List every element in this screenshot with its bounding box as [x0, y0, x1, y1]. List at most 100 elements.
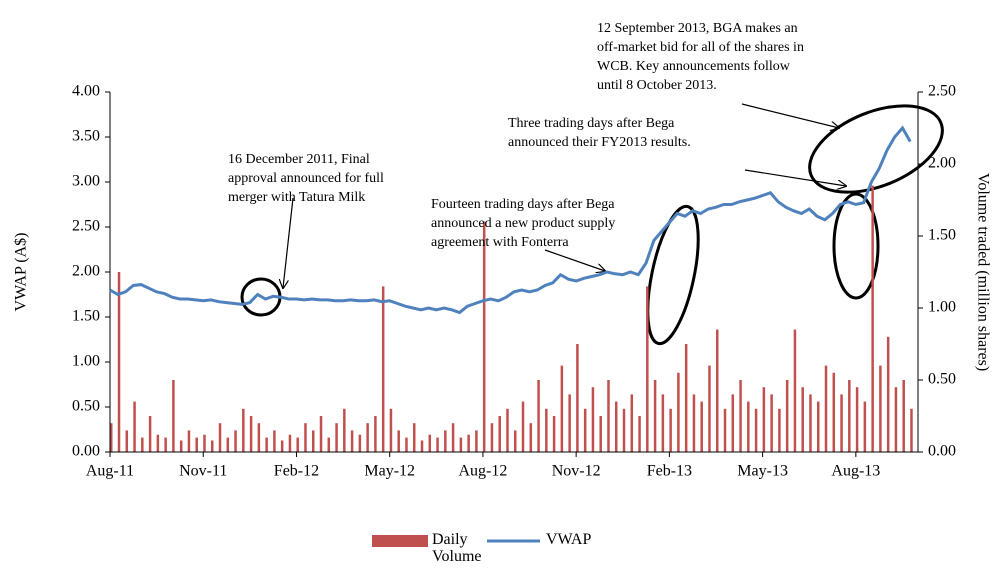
y2-axis-label: Volume traded (million shares)	[974, 173, 991, 371]
bar	[273, 430, 276, 452]
bar	[809, 394, 812, 452]
annotation: WCB. Key announcements follow	[597, 59, 791, 74]
bar	[677, 372, 680, 452]
bar	[498, 416, 501, 452]
y2-tick-label: 1.50	[928, 227, 956, 244]
bar	[125, 430, 129, 452]
bar	[288, 434, 292, 452]
highlights	[240, 104, 944, 346]
highlight-circle	[808, 104, 944, 194]
bar	[529, 423, 533, 452]
bar	[304, 423, 307, 452]
bar	[607, 380, 610, 452]
annotation: until 8 October 2013.	[597, 78, 717, 93]
bar	[832, 372, 836, 452]
annotation: 12 September 2013, BGA makes an	[597, 21, 798, 36]
bar	[187, 430, 191, 452]
bar	[747, 401, 750, 452]
bar	[265, 437, 268, 452]
bar	[537, 380, 540, 452]
bar	[319, 416, 323, 452]
bar	[793, 329, 797, 452]
bar	[801, 387, 804, 452]
bar	[754, 408, 758, 452]
bar	[817, 401, 820, 452]
bar	[622, 408, 626, 452]
y2-tick-label: 2.50	[928, 83, 956, 100]
bar	[242, 408, 245, 452]
annotation: agreement with Fonterra	[431, 235, 569, 250]
bar	[583, 408, 587, 452]
bar	[521, 401, 525, 452]
bar	[459, 437, 463, 452]
bar	[335, 423, 338, 452]
bar	[312, 430, 315, 452]
bar	[770, 394, 773, 452]
y-tick-label: 1.00	[72, 353, 100, 370]
arrow	[744, 169, 846, 186]
bar	[156, 434, 160, 452]
bar	[723, 408, 727, 452]
bar	[514, 430, 517, 452]
y-tick-label: 1.50	[72, 308, 100, 325]
bar	[366, 423, 369, 452]
bar	[172, 380, 175, 452]
bar	[164, 437, 167, 452]
y2-tick-label: 0.00	[928, 443, 956, 460]
bar	[397, 430, 400, 452]
bar	[506, 408, 509, 452]
bar	[234, 430, 237, 452]
x-tick-label: Feb-12	[274, 463, 319, 480]
bar	[630, 394, 634, 452]
y-tick-label: 4.00	[72, 83, 100, 100]
y-tick-label: 0.00	[72, 443, 100, 460]
bar	[428, 434, 432, 452]
bar	[731, 394, 735, 452]
bar	[389, 408, 393, 452]
arrow	[283, 197, 294, 288]
bar	[117, 272, 121, 452]
bar	[413, 423, 416, 452]
highlight-circle	[832, 192, 880, 300]
y-tick-label: 0.50	[72, 398, 100, 415]
annotation: 16 December 2011, Final	[228, 152, 370, 167]
bar	[785, 380, 789, 452]
bar	[218, 423, 222, 452]
x-tick-label: Aug-12	[458, 463, 507, 480]
y2-tick-label: 1.00	[928, 299, 956, 316]
bar	[863, 401, 867, 452]
bar	[692, 394, 696, 452]
bar	[661, 394, 665, 452]
annotation: announced their FY2013 results.	[508, 135, 691, 150]
bar	[358, 434, 362, 452]
bar	[894, 387, 898, 452]
bar	[778, 408, 781, 452]
bar	[226, 437, 230, 452]
x-tick-label: May-13	[737, 463, 788, 480]
bar	[280, 440, 284, 452]
y2-tick-label: 2.00	[928, 155, 956, 172]
bar	[436, 437, 439, 452]
bar	[482, 221, 486, 452]
bar	[653, 380, 657, 452]
bar	[638, 416, 641, 452]
y-tick-label: 2.50	[72, 218, 100, 235]
bar	[879, 365, 882, 452]
bar	[467, 434, 470, 452]
bar	[646, 286, 649, 452]
annotation: Fourteen trading days after Bega	[431, 197, 615, 212]
x-tick-label: May-12	[364, 463, 415, 480]
arrows	[283, 103, 846, 288]
bar	[762, 387, 766, 452]
bar	[148, 416, 152, 452]
bar	[599, 416, 602, 452]
bar	[910, 408, 913, 452]
bar	[871, 185, 874, 452]
y-tick-label: 3.00	[72, 173, 100, 190]
bar	[405, 437, 408, 452]
x-tick-label: Aug-11	[86, 463, 134, 480]
bar	[684, 344, 688, 452]
bar	[451, 423, 455, 452]
